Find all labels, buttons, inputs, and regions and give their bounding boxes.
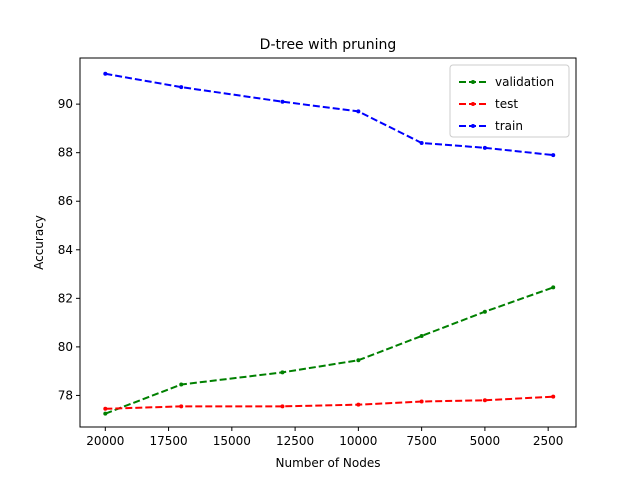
data-point-train [419, 140, 424, 145]
legend-label-validation: validation [495, 75, 554, 89]
y-tick-label: 84 [58, 243, 73, 257]
data-point-train [551, 153, 556, 158]
x-tick-label: 15000 [213, 434, 251, 448]
x-tick-label: 5000 [470, 434, 501, 448]
data-point-test [103, 406, 108, 411]
data-point-train [356, 109, 361, 114]
legend-marker-test [471, 102, 475, 106]
series-line-test [105, 395, 554, 410]
y-tick-label: 78 [58, 388, 73, 402]
legend-marker-validation [471, 80, 475, 84]
data-point-train [179, 85, 184, 90]
y-tick-label: 88 [58, 146, 73, 160]
data-point-train [103, 71, 108, 76]
ticks: 20000 17500 15000 12500 10000 7500 5000 2500 78 8… [58, 97, 564, 448]
y-axis-label: Accuracy [32, 215, 46, 270]
data-point-test [551, 394, 556, 399]
data-point-validation [356, 358, 361, 363]
plot-area [103, 71, 556, 416]
x-tick-label: 2500 [533, 434, 564, 448]
data-point-validation [551, 285, 556, 290]
x-tick-label: 10000 [339, 434, 377, 448]
legend-label-train: train [495, 119, 523, 133]
x-tick-label: 17500 [149, 434, 187, 448]
data-point-test [482, 398, 487, 403]
axes-frame [79, 57, 577, 428]
y-tick-label: 90 [58, 97, 73, 111]
y-tick-label: 80 [58, 340, 73, 354]
chart-title: D-tree with pruning [260, 37, 397, 53]
legend-label-test: test [495, 97, 518, 111]
data-point-validation [482, 309, 487, 314]
x-tick-label: 7500 [406, 434, 437, 448]
data-point-train [280, 99, 285, 104]
x-axis-label: Number of Nodes [276, 456, 381, 470]
data-point-validation [419, 333, 424, 338]
legend-marker-train [471, 124, 475, 128]
data-point-validation [280, 370, 285, 375]
x-tick-label: 20000 [86, 434, 124, 448]
legend: validation test train [449, 64, 570, 138]
data-point-validation [103, 411, 108, 416]
data-point-test [280, 404, 285, 409]
data-point-test [356, 402, 361, 407]
data-point-validation [179, 382, 184, 387]
data-point-test [419, 399, 424, 404]
y-tick-label: 82 [58, 291, 73, 305]
y-tick-label: 86 [58, 194, 73, 208]
series-line-validation [104, 286, 554, 415]
data-point-test [179, 404, 184, 409]
x-tick-label: 12500 [276, 434, 314, 448]
data-point-train [482, 145, 487, 150]
